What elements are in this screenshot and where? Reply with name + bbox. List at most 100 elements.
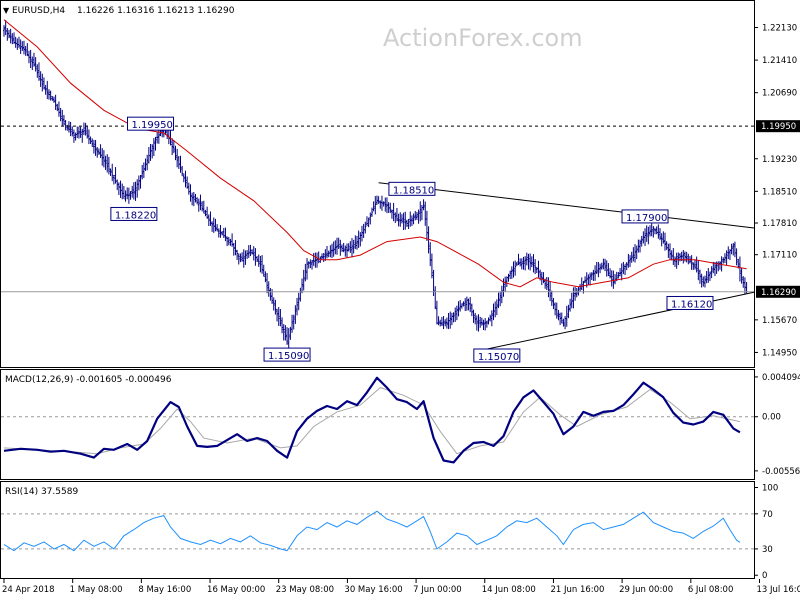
swing-label-box [263, 347, 311, 362]
price-bar [619, 268, 622, 277]
price-bar [47, 89, 50, 100]
price-bar [322, 253, 325, 262]
price-bar [664, 232, 667, 251]
price-bar [91, 138, 94, 147]
price-bar [146, 154, 149, 171]
price-bar [355, 235, 358, 250]
price-bar [122, 186, 125, 199]
price-bar [157, 130, 160, 144]
price-bar [510, 266, 513, 279]
price-bar [509, 270, 512, 280]
price-bar [262, 264, 265, 277]
price-bar [640, 235, 643, 247]
price-bar [116, 179, 119, 191]
price-bar [345, 243, 348, 258]
price-bar [189, 184, 192, 202]
price-bar [705, 271, 708, 284]
price-bar [294, 305, 297, 324]
price-bar [427, 226, 430, 254]
price-bar [549, 281, 552, 302]
price-bar [3, 25, 5, 37]
price-bar [369, 212, 372, 225]
price-bar [599, 263, 602, 274]
price-bar [572, 287, 575, 309]
price-bar [196, 197, 199, 205]
collapse-arrow-icon: ▼ [3, 6, 10, 15]
price-bar [61, 109, 64, 127]
price-bar [221, 231, 224, 236]
price-bar [712, 261, 715, 274]
price-bar [227, 236, 230, 246]
price-bar [530, 256, 533, 268]
price-bar [94, 139, 97, 156]
price-bar [445, 317, 448, 329]
swing-labels: 1.19950 1.18220 1.15090 1.18510 1.15070 1.179… [110, 116, 714, 363]
price-bar [156, 132, 159, 144]
price-bar [142, 162, 145, 179]
price-bar [106, 154, 109, 173]
price-bar [499, 291, 502, 307]
price-bar [580, 277, 583, 291]
price-bar [417, 209, 420, 224]
price-bar [207, 214, 210, 227]
price-bar [279, 309, 282, 327]
ohlc-readout: 1.16226 1.16316 1.16213 1.16290 [77, 6, 235, 16]
price-bar [367, 217, 370, 228]
y-tick-label: 1.19230 [762, 155, 797, 165]
swing-label-box [110, 206, 158, 221]
price-bar [236, 249, 239, 260]
price-bar [302, 269, 305, 291]
price-bar [17, 36, 20, 48]
price-bar [306, 258, 309, 280]
swing-label: 1.19950 [127, 116, 175, 131]
price-bar [422, 199, 425, 211]
y-tick-label: 1.17810 [762, 219, 797, 229]
price-bar [92, 139, 95, 154]
price-bar [365, 216, 368, 226]
macd-main-line [3, 376, 741, 464]
price-bar [191, 192, 194, 206]
price-bar [7, 29, 10, 39]
rsi-tick-label: 100 [762, 484, 778, 494]
rsi-layer: 100 70 30 0 [1, 484, 778, 581]
swing-label-text: 1.18220 [115, 210, 156, 221]
price-bar [410, 215, 413, 226]
price-bar [480, 317, 483, 326]
price-bar [434, 286, 437, 310]
price-bar [402, 212, 405, 231]
price-bar [9, 28, 12, 44]
price-bar [534, 259, 537, 275]
price-bar [708, 271, 711, 281]
price-bar [311, 259, 314, 270]
price-bar [327, 250, 330, 258]
price-bar [126, 187, 129, 200]
price-bar [124, 190, 127, 202]
price-bar [22, 40, 25, 55]
price-bar [449, 311, 452, 329]
x-tick-label: 6 Jul 08:00 [688, 585, 734, 595]
price-bar [64, 120, 67, 131]
price-bar [594, 265, 597, 281]
price-bar [629, 255, 632, 268]
price-bar [730, 243, 733, 255]
price-bar [697, 260, 700, 281]
price-bar [670, 250, 673, 261]
price-bar [314, 252, 317, 268]
swing-label: 1.18220 [110, 206, 158, 221]
price-bar [600, 262, 603, 270]
price-bar [519, 258, 522, 267]
price-bar [723, 253, 726, 264]
price-bar [31, 56, 34, 71]
price-bar [419, 201, 422, 222]
price-bar [216, 224, 219, 232]
price-bar [197, 198, 200, 212]
price-bar [685, 251, 688, 263]
price-bar [382, 201, 385, 207]
price-bar [400, 214, 403, 224]
price-bar [484, 318, 487, 331]
price-bar [692, 262, 695, 270]
price-bar [637, 239, 640, 253]
price-bar [72, 129, 75, 143]
price-bar [412, 213, 415, 225]
price-bar [673, 256, 676, 267]
